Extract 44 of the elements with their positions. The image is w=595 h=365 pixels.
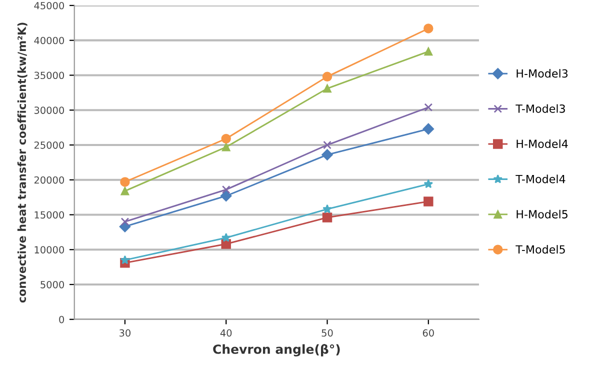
- point: [422, 123, 434, 135]
- x-axis-title: Chevron angle(β°): [213, 344, 340, 356]
- x-tick-label: 50: [322, 329, 333, 337]
- point: [322, 72, 332, 82]
- legend-label: H-Model5: [516, 210, 568, 218]
- y-tick-label: 0: [59, 316, 64, 324]
- point: [221, 239, 231, 249]
- point: [424, 103, 433, 112]
- point: [120, 218, 130, 226]
- point: [424, 196, 434, 206]
- point: [322, 204, 332, 214]
- point: [120, 186, 130, 196]
- y-tick-label: 45000: [34, 2, 64, 10]
- legend-label: H-Model4: [516, 139, 568, 148]
- y-tick-label: 20000: [34, 176, 64, 184]
- point: [120, 177, 130, 187]
- point: [424, 179, 434, 188]
- y-tick-label: 10000: [34, 246, 64, 254]
- legend-label: T-Model4: [516, 174, 566, 184]
- y-tick-label: 35000: [34, 72, 64, 80]
- point: [222, 185, 230, 194]
- point: [120, 255, 130, 264]
- point: [222, 142, 230, 152]
- point: [220, 190, 232, 202]
- point: [221, 134, 231, 144]
- y-tick-label: 15000: [34, 211, 64, 219]
- x-tick-label: 60: [422, 329, 434, 337]
- legend-label: T-Model3: [516, 104, 565, 113]
- point: [322, 149, 333, 160]
- legend-label: T-Model5: [516, 245, 565, 254]
- point: [323, 140, 332, 150]
- y-tick-label: 5000: [40, 280, 64, 288]
- point: [424, 47, 433, 56]
- y-tick-label: 30000: [34, 106, 64, 114]
- x-tick-label: 30: [120, 329, 130, 337]
- x-tick-label: 40: [220, 329, 232, 337]
- y-tick-label: 40000: [34, 36, 64, 44]
- y-tick-label: 25000: [34, 141, 64, 149]
- y-axis-title: convective heat transfer coefficient(kw/m²K): [17, 22, 28, 303]
- point: [221, 232, 231, 242]
- legend-label: H-Model3: [516, 69, 568, 78]
- point: [323, 84, 332, 93]
- point: [322, 212, 332, 222]
- point: [424, 24, 434, 34]
